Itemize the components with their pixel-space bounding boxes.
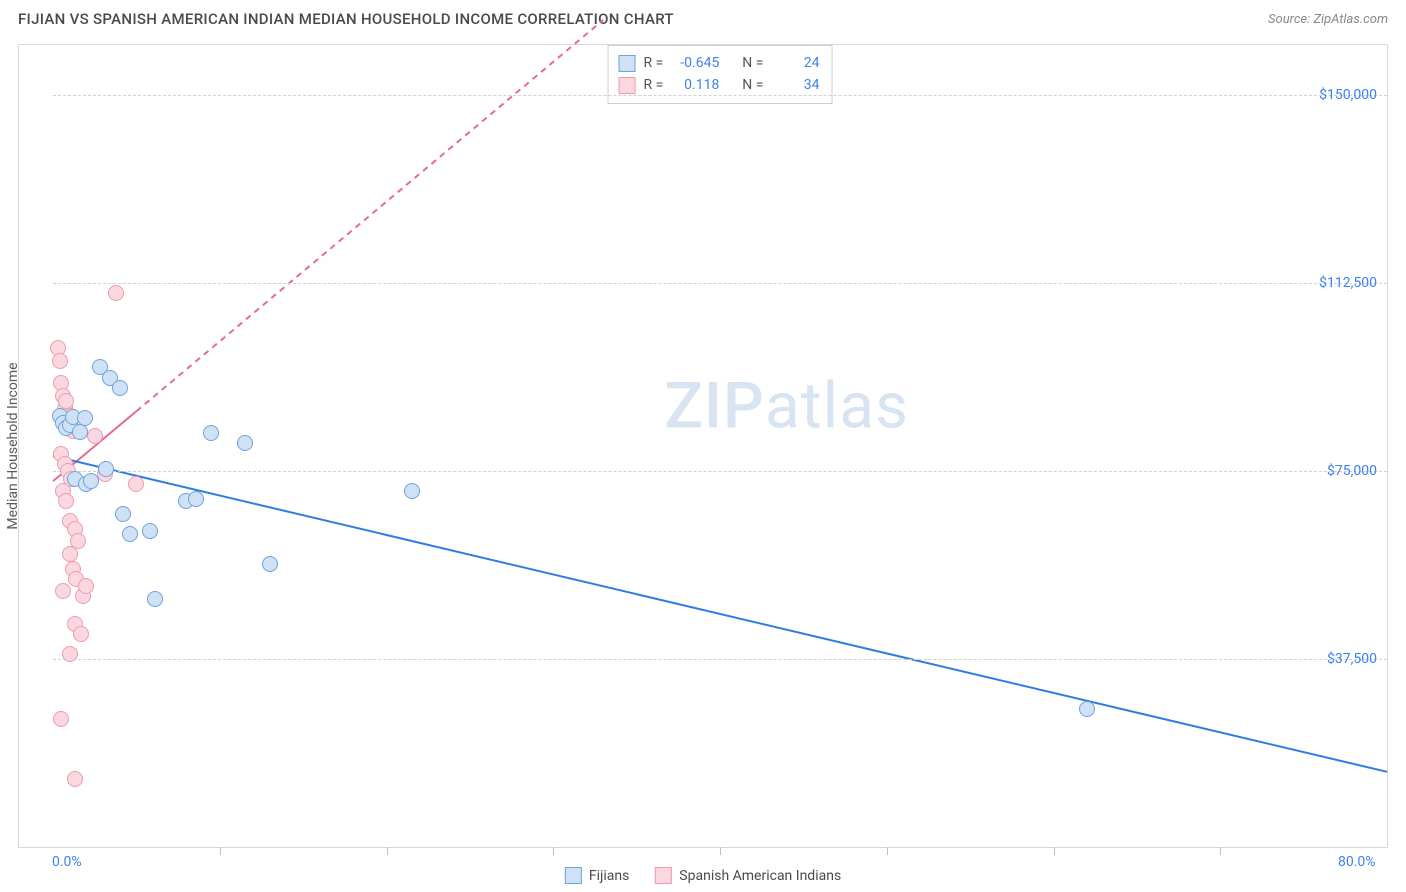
legend-item-fijians: Fijians [565,867,629,884]
data-point-spanish-ai [128,476,144,492]
data-point-spanish-ai [73,626,89,642]
x-tick [887,847,888,855]
n-value-spanish-ai: 34 [771,74,819,96]
x-tick [553,847,554,855]
chart-header: FIJIAN VS SPANISH AMERICAN INDIAN MEDIAN… [0,0,1406,36]
gridline [53,659,1387,660]
data-point-fijians [115,506,131,522]
legend: Fijians Spanish American Indians [565,867,841,884]
source-attribution: Source: ZipAtlas.com [1268,12,1388,27]
gridline [53,283,1387,284]
data-point-fijians [77,410,93,426]
x-tick [387,847,388,855]
data-point-fijians [142,523,158,539]
y-tick-label: $75,000 [1327,463,1377,479]
legend-item-spanish-ai: Spanish American Indians [655,867,841,884]
trend-lines [53,45,1387,847]
y-tick-label: $150,000 [1319,87,1377,103]
r-label: R = [644,52,664,74]
watermark-zip: ZIP [664,368,765,443]
x-tick [1054,847,1055,855]
y-tick-label: $112,500 [1319,275,1377,291]
legend-swatch-fijians [565,867,582,884]
data-point-spanish-ai [62,546,78,562]
data-point-fijians [1079,701,1095,717]
data-point-spanish-ai [58,493,74,509]
data-point-fijians [188,491,204,507]
n-value-fijians: 24 [771,52,819,74]
data-point-fijians [262,556,278,572]
chart-area: Median Household Income ZIPatlas R = -0.… [18,44,1388,848]
swatch-spanish-ai [619,77,636,94]
data-point-spanish-ai [53,711,69,727]
data-point-spanish-ai [55,583,71,599]
source-prefix: Source: [1268,12,1313,27]
n-label: N = [742,74,763,96]
data-point-fijians [404,483,420,499]
source-link[interactable]: ZipAtlas.com [1313,12,1388,27]
n-label: N = [742,52,763,74]
plot-region: ZIPatlas R = -0.645 N = 24 R = 0.118 N =… [53,45,1387,847]
r-value-spanish-ai: 0.118 [671,74,719,96]
swatch-fijians [619,55,636,72]
r-label: R = [644,74,664,96]
data-point-fijians [83,473,99,489]
data-point-fijians [112,380,128,396]
data-point-spanish-ai [52,353,68,369]
data-point-spanish-ai [108,285,124,301]
data-point-fijians [147,591,163,607]
data-point-fijians [122,526,138,542]
watermark: ZIPatlas [664,368,909,443]
gridline [53,95,1387,96]
chart-title: FIJIAN VS SPANISH AMERICAN INDIAN MEDIAN… [18,10,674,28]
y-tick-label: $37,500 [1327,651,1377,667]
watermark-atlas: atlas [765,368,909,443]
data-point-spanish-ai [87,428,103,444]
x-axis-max-label: 80.0% [1338,854,1376,870]
data-point-fijians [237,435,253,451]
data-point-spanish-ai [78,578,94,594]
stats-row-spanish-ai: R = 0.118 N = 34 [619,74,820,96]
r-value-fijians: -0.645 [671,52,719,74]
x-tick [220,847,221,855]
data-point-spanish-ai [67,771,83,787]
legend-label-fijians: Fijians [589,868,629,884]
data-point-spanish-ai [58,393,74,409]
data-point-fijians [72,424,88,440]
stats-row-fijians: R = -0.645 N = 24 [619,52,820,74]
x-axis-min-label: 0.0% [52,854,82,870]
legend-swatch-spanish-ai [655,867,672,884]
x-tick [720,847,721,855]
y-axis-label: Median Household Income [5,362,21,529]
data-point-fijians [203,425,219,441]
data-point-fijians [98,461,114,477]
data-point-spanish-ai [62,646,78,662]
gridline [53,471,1387,472]
x-tick [1220,847,1221,855]
legend-label-spanish-ai: Spanish American Indians [679,868,841,884]
